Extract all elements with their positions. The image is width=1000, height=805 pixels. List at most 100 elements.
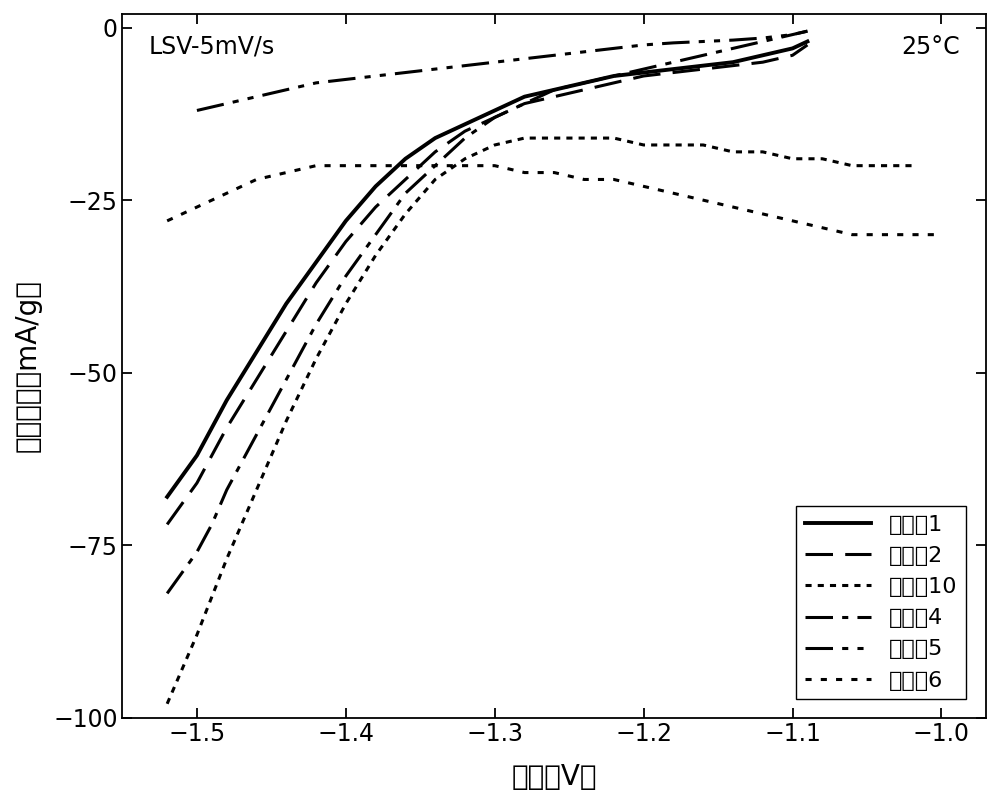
对比例6: [280, 167, 292, 177]
对比例6: [519, 167, 531, 177]
对比例5: [697, 37, 709, 47]
对比例6: [161, 216, 173, 225]
对比例5: [429, 64, 441, 74]
实施例1: [191, 451, 203, 460]
对比例4: [250, 430, 262, 440]
对比例4: [727, 43, 739, 53]
实施例2: [250, 374, 262, 384]
Line: 实施例1: 实施例1: [167, 42, 807, 497]
对比例6: [638, 182, 650, 192]
对比例4: [399, 188, 411, 198]
实施例10: [787, 154, 799, 163]
实施例1: [801, 37, 813, 47]
实施例2: [787, 51, 799, 60]
对比例6: [757, 209, 769, 219]
对比例6: [548, 167, 560, 177]
实施例2: [519, 99, 531, 109]
实施例2: [801, 40, 813, 50]
对比例4: [489, 113, 501, 122]
对比例6: [697, 196, 709, 205]
Line: 实施例2: 实施例2: [167, 45, 807, 524]
对比例4: [206, 519, 218, 529]
实施例10: [310, 354, 322, 364]
实施例2: [489, 113, 501, 122]
实施例10: [548, 134, 560, 143]
实施例1: [161, 492, 173, 502]
对比例4: [548, 85, 560, 95]
实施例1: [727, 57, 739, 67]
对比例4: [519, 99, 531, 109]
实施例1: [667, 64, 679, 74]
Legend: 实施例1, 实施例2, 实施例10, 对比例4, 对比例5, 对比例6: 实施例1, 实施例2, 实施例10, 对比例4, 对比例5, 对比例6: [796, 506, 966, 700]
对比例6: [787, 216, 799, 225]
对比例4: [757, 37, 769, 47]
实施例2: [757, 57, 769, 67]
实施例10: [667, 140, 679, 150]
对比例5: [667, 38, 679, 47]
对比例4: [459, 134, 471, 143]
实施例1: [638, 68, 650, 77]
Line: 对比例4: 对比例4: [167, 31, 807, 593]
实施例10: [399, 209, 411, 219]
对比例6: [429, 161, 441, 171]
实施例2: [429, 147, 441, 157]
实施例1: [250, 347, 262, 357]
对比例6: [816, 223, 828, 233]
实施例2: [608, 78, 620, 88]
实施例1: [489, 105, 501, 115]
实施例1: [399, 154, 411, 163]
实施例10: [280, 416, 292, 426]
对比例5: [191, 105, 203, 115]
Line: 实施例10: 实施例10: [167, 138, 912, 704]
X-axis label: 电位（V）: 电位（V）: [512, 763, 597, 791]
对比例5: [548, 51, 560, 60]
对比例5: [459, 61, 471, 71]
实施例1: [310, 258, 322, 267]
对比例6: [459, 161, 471, 171]
对比例6: [370, 161, 382, 171]
实施例10: [608, 134, 620, 143]
实施例10: [757, 147, 769, 157]
对比例5: [340, 75, 352, 85]
对比例5: [370, 71, 382, 80]
实施例10: [638, 140, 650, 150]
对比例6: [727, 202, 739, 212]
对比例4: [221, 485, 233, 495]
对比例6: [846, 229, 858, 239]
实施例10: [846, 161, 858, 171]
对比例5: [221, 99, 233, 109]
对比例6: [906, 229, 918, 239]
对比例6: [250, 175, 262, 184]
实施例2: [638, 71, 650, 80]
Text: LSV-5mV/s: LSV-5mV/s: [148, 35, 275, 59]
实施例10: [906, 161, 918, 171]
Y-axis label: 电流密度（mA/g）: 电流密度（mA/g）: [14, 279, 42, 452]
对比例5: [787, 30, 799, 39]
对比例5: [757, 33, 769, 43]
对比例4: [340, 271, 352, 281]
对比例4: [429, 161, 441, 171]
对比例5: [578, 47, 590, 56]
实施例2: [280, 326, 292, 336]
对比例6: [489, 161, 501, 171]
Line: 对比例5: 对比例5: [197, 31, 807, 110]
实施例1: [757, 51, 769, 60]
对比例5: [310, 78, 322, 88]
实施例10: [250, 485, 262, 495]
对比例6: [876, 229, 888, 239]
对比例6: [399, 161, 411, 171]
实施例10: [816, 154, 828, 163]
实施例10: [161, 699, 173, 708]
对比例5: [801, 27, 813, 36]
对比例6: [667, 188, 679, 198]
实施例1: [459, 119, 471, 129]
实施例10: [459, 154, 471, 163]
实施例10: [221, 554, 233, 563]
实施例2: [548, 92, 560, 101]
对比例6: [221, 188, 233, 198]
实施例1: [221, 395, 233, 405]
对比例4: [608, 71, 620, 80]
对比例6: [340, 161, 352, 171]
对比例5: [489, 57, 501, 67]
实施例10: [578, 134, 590, 143]
